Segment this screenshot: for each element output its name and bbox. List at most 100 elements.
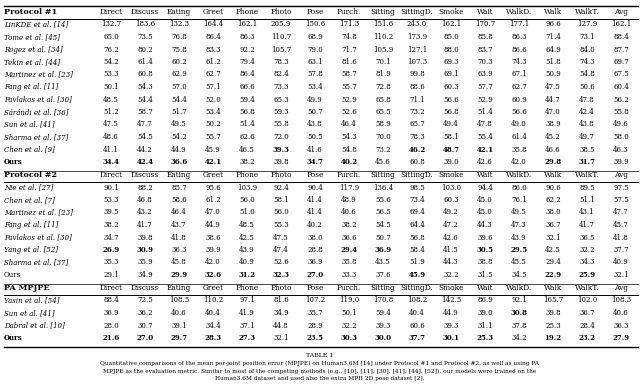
- Text: 49.5: 49.5: [171, 121, 187, 128]
- Text: 50.7: 50.7: [375, 234, 391, 241]
- Text: 32.2: 32.2: [579, 246, 595, 254]
- Text: 56.2: 56.2: [613, 96, 629, 103]
- Text: 40.6: 40.6: [341, 209, 357, 216]
- Text: 65.5: 65.5: [375, 108, 391, 116]
- Text: 30.9: 30.9: [136, 246, 154, 254]
- Text: 35.8: 35.8: [341, 259, 357, 266]
- Text: 60.8: 60.8: [137, 71, 153, 78]
- Text: 52.6: 52.6: [273, 259, 289, 266]
- Text: 29.8: 29.8: [545, 158, 561, 166]
- Text: WalkD.: WalkD.: [506, 171, 532, 179]
- Text: Photo: Photo: [270, 8, 292, 16]
- Text: Discuss: Discuss: [131, 171, 159, 179]
- Text: Sharma et al. [37]: Sharma et al. [37]: [4, 133, 68, 141]
- Text: Sitting: Sitting: [371, 8, 396, 16]
- Text: 136.4: 136.4: [373, 184, 393, 191]
- Text: 41.8: 41.8: [171, 234, 187, 241]
- Text: 56.6: 56.6: [443, 96, 459, 103]
- Text: 25.3: 25.3: [545, 321, 561, 330]
- Text: 40.9: 40.9: [239, 259, 255, 266]
- Text: Quantitative comparisons of the mean per-joint position error (MPJPE) on Human3.: Quantitative comparisons of the mean per…: [100, 361, 540, 381]
- Text: 48.9: 48.9: [341, 196, 357, 204]
- Text: 110.7: 110.7: [271, 33, 291, 41]
- Text: 46.6: 46.6: [545, 145, 561, 154]
- Text: 71.1: 71.1: [409, 96, 425, 103]
- Text: 69.1: 69.1: [443, 71, 459, 78]
- Text: Phone: Phone: [236, 284, 259, 292]
- Text: 72.0: 72.0: [273, 133, 289, 141]
- Text: 27.9: 27.9: [612, 334, 630, 342]
- Text: Ours: Ours: [4, 334, 22, 342]
- Text: 105.7: 105.7: [271, 46, 291, 53]
- Text: 50.7: 50.7: [307, 108, 323, 116]
- Text: Sun et al. [41]: Sun et al. [41]: [4, 309, 54, 317]
- Text: 54.4: 54.4: [171, 96, 187, 103]
- Text: 46.4: 46.4: [171, 209, 187, 216]
- Text: 177.1: 177.1: [509, 21, 529, 28]
- Text: 37.6: 37.6: [375, 271, 391, 279]
- Text: 22.9: 22.9: [545, 271, 561, 279]
- Text: 49.2: 49.2: [443, 209, 459, 216]
- Text: Sun et al. [41]: Sun et al. [41]: [4, 121, 54, 128]
- Text: 51.4: 51.4: [239, 121, 255, 128]
- Text: 58.9: 58.9: [375, 121, 391, 128]
- Text: 51.1: 51.1: [579, 196, 595, 204]
- Text: 162.1: 162.1: [237, 21, 257, 28]
- Text: 61.2: 61.2: [205, 196, 221, 204]
- Text: Greet: Greet: [202, 8, 223, 16]
- Text: 30.3: 30.3: [340, 334, 357, 342]
- Text: 110.2: 110.2: [203, 296, 223, 305]
- Text: 63.9: 63.9: [477, 71, 493, 78]
- Text: 51.7: 51.7: [171, 108, 187, 116]
- Text: 47.0: 47.0: [205, 209, 221, 216]
- Text: 44.9: 44.9: [443, 309, 459, 317]
- Text: 58.1: 58.1: [273, 196, 289, 204]
- Text: 25.3: 25.3: [477, 334, 493, 342]
- Text: 32.1: 32.1: [545, 234, 561, 241]
- Text: 87.7: 87.7: [613, 46, 629, 53]
- Text: 19.2: 19.2: [545, 334, 561, 342]
- Text: 98.5: 98.5: [409, 184, 425, 191]
- Text: 54.3: 54.3: [137, 83, 153, 91]
- Text: 68.9: 68.9: [307, 33, 323, 41]
- Text: 55.8: 55.8: [273, 121, 289, 128]
- Text: LinKDE et al. [14]: LinKDE et al. [14]: [4, 21, 68, 28]
- Text: 165.7: 165.7: [543, 296, 563, 305]
- Text: 42.1: 42.1: [476, 145, 493, 154]
- Text: 47.8: 47.8: [477, 121, 493, 128]
- Text: 44.3: 44.3: [443, 259, 459, 266]
- Text: 43.8: 43.8: [307, 121, 323, 128]
- Text: 71.4: 71.4: [545, 33, 561, 41]
- Text: 38.9: 38.9: [545, 121, 561, 128]
- Text: 65.3: 65.3: [273, 96, 289, 103]
- Text: Direct: Direct: [99, 171, 122, 179]
- Text: Avg: Avg: [614, 284, 628, 292]
- Text: Pavlakos et al. [30]: Pavlakos et al. [30]: [4, 234, 72, 241]
- Text: 81.9: 81.9: [375, 71, 391, 78]
- Text: 55.7: 55.7: [205, 133, 221, 141]
- Text: 57.7: 57.7: [477, 83, 493, 91]
- Text: 58.1: 58.1: [443, 133, 459, 141]
- Text: Pose: Pose: [307, 171, 324, 179]
- Text: 38.2: 38.2: [103, 221, 119, 229]
- Text: 56.8: 56.8: [443, 108, 459, 116]
- Text: 49.7: 49.7: [579, 133, 595, 141]
- Text: 39.5: 39.5: [103, 209, 119, 216]
- Text: 41.7: 41.7: [137, 221, 153, 229]
- Text: Tome et al. [45]: Tome et al. [45]: [4, 33, 60, 41]
- Text: 39.9: 39.9: [205, 246, 221, 254]
- Text: Wait: Wait: [477, 284, 493, 292]
- Text: 54.2: 54.2: [171, 133, 187, 141]
- Text: 43.7: 43.7: [171, 221, 187, 229]
- Text: Sitting: Sitting: [371, 171, 396, 179]
- Text: Martinez et al. [23]: Martinez et al. [23]: [4, 209, 73, 216]
- Text: 86.6: 86.6: [511, 46, 527, 53]
- Text: 83.3: 83.3: [205, 46, 221, 53]
- Text: 119.0: 119.0: [339, 296, 359, 305]
- Text: 88.4: 88.4: [103, 296, 119, 305]
- Text: 37.1: 37.1: [239, 321, 255, 330]
- Text: 51.9: 51.9: [409, 259, 425, 266]
- Text: 102.0: 102.0: [577, 296, 597, 305]
- Text: Wait: Wait: [477, 8, 493, 16]
- Text: 31.1: 31.1: [477, 321, 493, 330]
